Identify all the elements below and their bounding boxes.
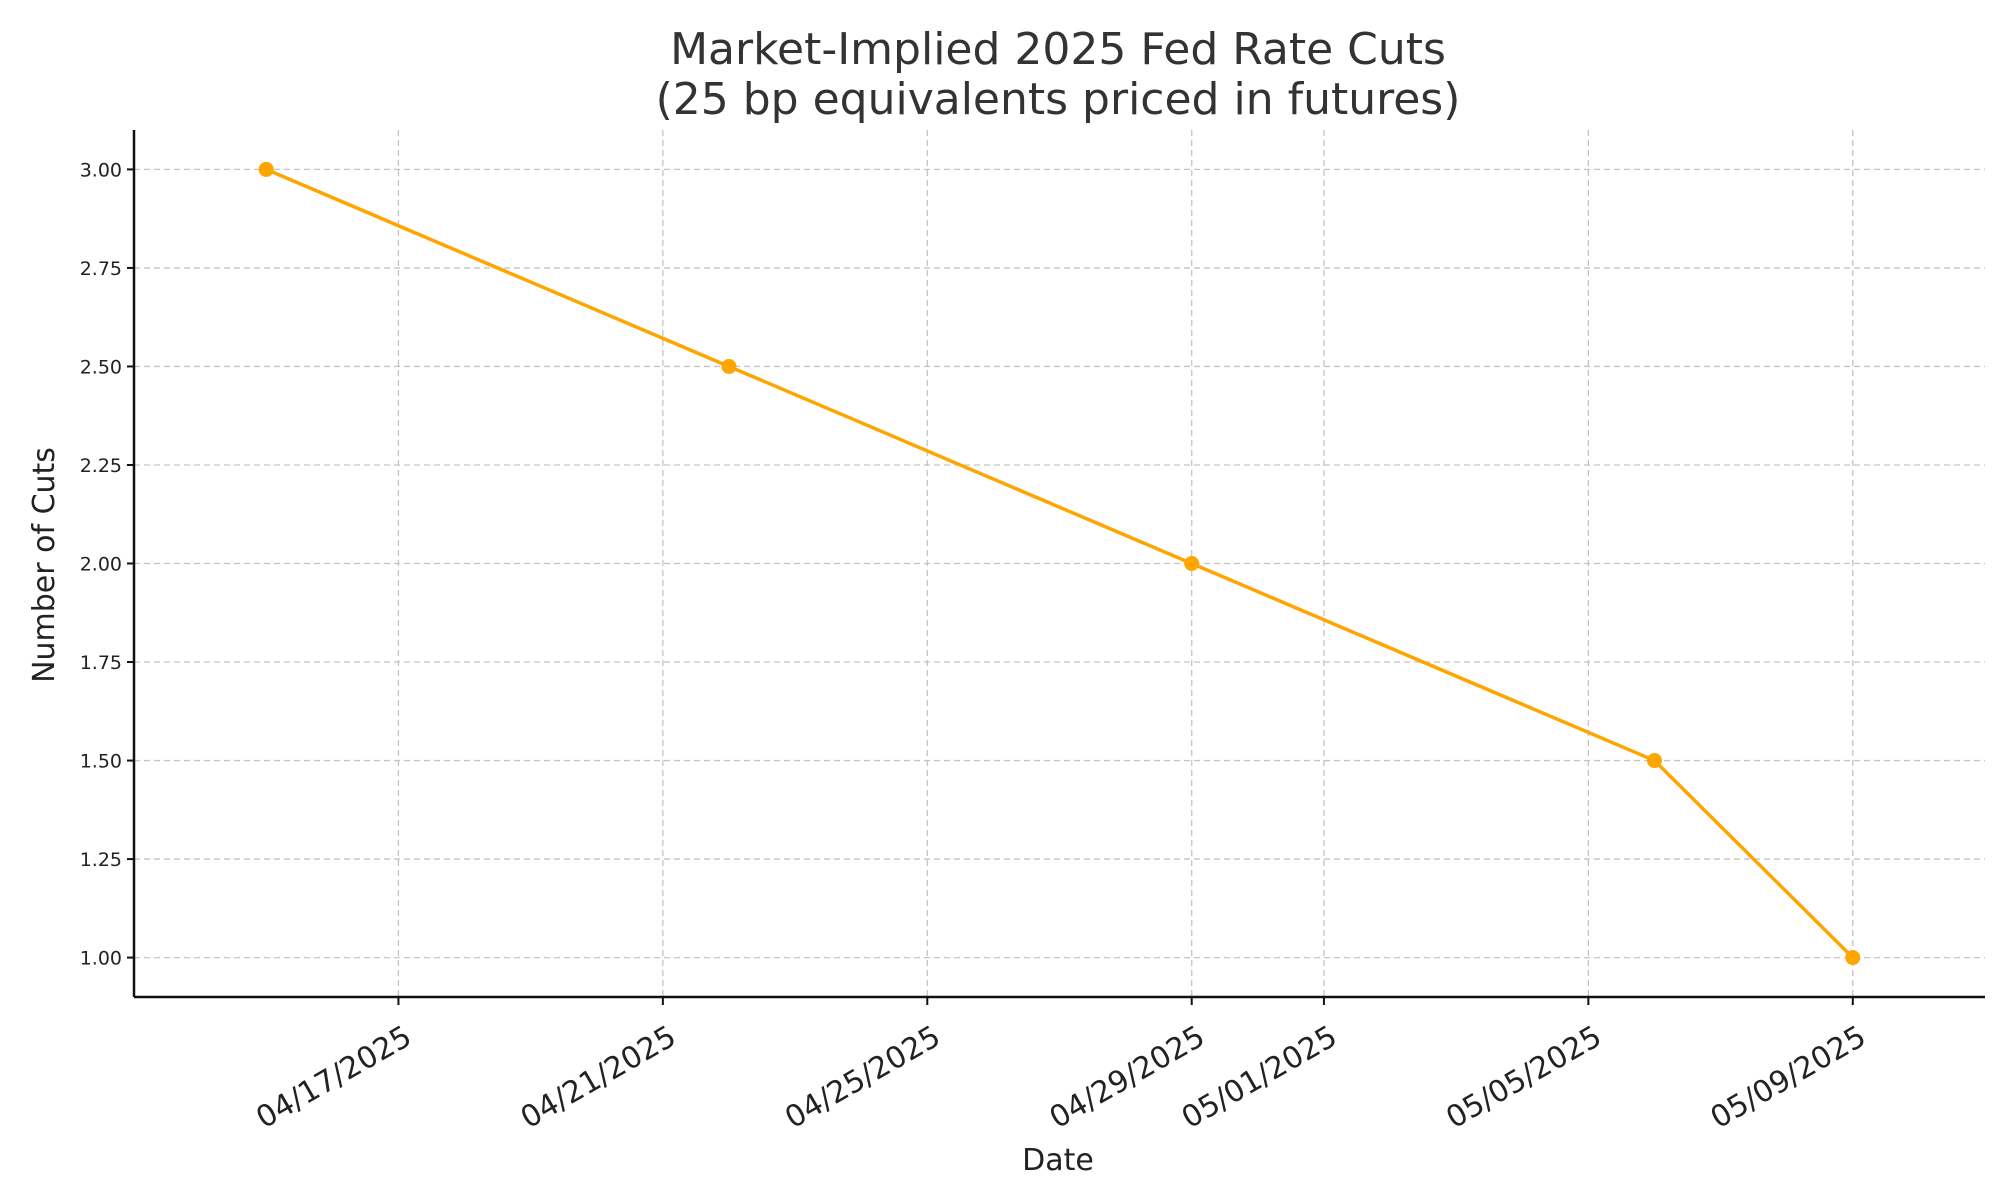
y-tick-label: 1.75 bbox=[80, 652, 122, 674]
series-cuts bbox=[258, 161, 1861, 966]
data-point bbox=[258, 161, 274, 177]
y-tick-label: 2.25 bbox=[80, 455, 122, 477]
data-point bbox=[1184, 556, 1200, 571]
x-tick-label: 04/25/2025 bbox=[779, 1019, 946, 1136]
chart-title-line-2: (25 bp equivalents priced in futures) bbox=[656, 74, 1461, 125]
y-tick-label: 2.75 bbox=[80, 258, 122, 280]
data-point bbox=[721, 358, 737, 374]
x-tick-label: 05/09/2025 bbox=[1705, 1019, 1872, 1136]
y-axis-label: Number of Cuts bbox=[27, 447, 62, 683]
y-tick-label: 1.50 bbox=[80, 751, 122, 773]
x-ticks: 04/17/2025 04/21/2025 04/25/2025 04/29/2025… bbox=[250, 997, 1872, 1136]
y-tick-label: 1.25 bbox=[80, 849, 122, 871]
grid bbox=[134, 130, 1985, 997]
y-tick-label: 1.00 bbox=[80, 948, 122, 970]
chart-title-line-1: Market-Implied 2025 Fed Rate Cuts bbox=[670, 24, 1446, 75]
data-point bbox=[1845, 950, 1861, 966]
x-tick-label: 04/17/2025 bbox=[250, 1019, 417, 1136]
data-point bbox=[1646, 753, 1662, 769]
x-tick-label: 05/05/2025 bbox=[1440, 1019, 1607, 1136]
x-tick-label: 04/21/2025 bbox=[515, 1019, 682, 1136]
y-tick-label: 2.00 bbox=[80, 554, 122, 576]
y-tick-label: 3.00 bbox=[80, 159, 122, 181]
x-axis-label: Date bbox=[1022, 1143, 1094, 1178]
y-ticks: 1.00 1.25 1.50 1.75 2.00 2.25 2.50 2.75 3.00 bbox=[80, 159, 134, 970]
y-tick-label: 2.50 bbox=[80, 356, 122, 378]
